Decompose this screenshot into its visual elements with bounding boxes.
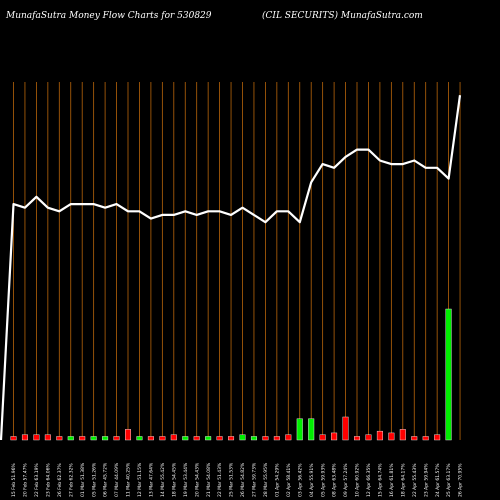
outflow-bar xyxy=(273,436,280,441)
outflow-bar xyxy=(21,434,28,441)
x-tick-label: 22 Feb 63.19% xyxy=(34,463,40,497)
outflow-bar xyxy=(193,436,200,441)
x-tick-label: 24 Apr 61.57% xyxy=(435,463,441,497)
x-tick-label: 05 Apr 59.93% xyxy=(320,463,326,497)
inflow-bar xyxy=(296,418,303,441)
x-tick-label: 23 Apr 59.94% xyxy=(423,463,429,497)
inflow-bar xyxy=(67,436,74,441)
outflow-bar xyxy=(388,432,395,441)
x-tick-label: 26 Mar 54.82% xyxy=(240,462,246,497)
price-line xyxy=(0,95,462,441)
x-tick-label: 20 Mar 54.43% xyxy=(194,462,200,497)
x-tick-label: 13 Mar 47.64% xyxy=(149,462,155,497)
outflow-bar xyxy=(79,436,86,441)
x-tick-label: 12 Mar 51.15% xyxy=(137,462,143,497)
inflow-bar xyxy=(102,436,109,441)
x-tick-label: 18 Mar 54.45% xyxy=(171,462,177,497)
x-tick-label: 21 Mar 54.08% xyxy=(206,462,212,497)
outflow-bar xyxy=(376,430,383,441)
inflow-bar xyxy=(182,436,189,441)
outflow-bar xyxy=(411,436,418,441)
inflow-bar xyxy=(445,308,452,441)
outflow-bar xyxy=(159,436,166,441)
outflow-bar xyxy=(124,429,131,441)
x-tick-label: 22 Apr 55.43% xyxy=(412,463,418,497)
outflow-bar xyxy=(399,429,406,441)
outflow-bar xyxy=(170,434,177,441)
inflow-bar xyxy=(308,418,315,441)
x-tick-label: 22 Mar 51.43% xyxy=(217,462,223,497)
outflow-bar xyxy=(365,434,372,441)
x-tick-label: 12 Apr 66.35% xyxy=(366,463,372,497)
outflow-bar xyxy=(56,436,63,441)
inflow-bar xyxy=(239,434,246,441)
outflow-bar xyxy=(354,436,361,441)
outflow-bar xyxy=(33,434,40,441)
outflow-bar xyxy=(216,436,223,441)
chart-title: MunafaSutra Money Flow Charts for 530829 xyxy=(6,11,212,21)
outflow-bar xyxy=(10,436,17,441)
grid-lines xyxy=(13,82,461,440)
x-tick-label: 26 Apr 70.95% xyxy=(458,463,464,497)
flow-bars xyxy=(10,308,452,441)
x-tick-label: 20 Feb 57.47% xyxy=(23,463,29,497)
x-tick-label: 02 Apr 58.41% xyxy=(286,463,292,497)
x-tick-label: 09 Apr 57.24% xyxy=(343,463,349,497)
outflow-bar xyxy=(228,436,235,441)
x-tick-label: 04 Apr 55.91% xyxy=(309,463,315,497)
inflow-bar xyxy=(90,436,97,441)
x-tick-label: 05 Mar 51.26% xyxy=(91,462,97,497)
x-tick-label: 26 Feb 62.37% xyxy=(57,463,63,497)
x-tick-label: 27 Feb 62.32% xyxy=(68,463,74,497)
outflow-bar xyxy=(331,432,338,441)
x-tick-label: 25 Mar 51.53% xyxy=(229,462,235,497)
outflow-bar xyxy=(113,436,120,441)
outflow-bar xyxy=(285,434,292,441)
x-tick-label: 08 Apr 63.48% xyxy=(332,463,338,497)
inflow-bar xyxy=(205,436,212,441)
x-tick-label: 23 Feb 64.06% xyxy=(45,463,51,497)
outflow-bar xyxy=(147,436,154,441)
x-tick-label: 19 Mar 53.44% xyxy=(183,462,189,497)
inflow-bar xyxy=(250,436,257,441)
x-tick-label: 03 Apr 56.42% xyxy=(297,463,303,497)
site-name: (CIL SECURITS) MunafaSutra.com xyxy=(262,11,423,21)
inflow-bar xyxy=(136,436,143,441)
outflow-bar xyxy=(422,436,429,441)
x-tick-label: 06 Mar 45.72% xyxy=(103,462,109,497)
x-axis-labels: 15 Feb 51.96% 20 Feb 57.47% 22 Feb 63.19% 2… xyxy=(11,462,464,497)
x-tick-label: 18 Apr 64.17% xyxy=(400,463,406,497)
outflow-bar xyxy=(44,434,51,441)
x-tick-label: 14 Mar 55.42% xyxy=(160,462,166,497)
x-tick-label: 10 Apr 60.92% xyxy=(355,463,361,497)
outflow-bar xyxy=(319,434,326,441)
outflow-bar xyxy=(434,434,441,441)
x-tick-label: 07 Mar 44.09% xyxy=(114,462,120,497)
x-tick-label: 27 Mar 59.73% xyxy=(252,462,258,497)
x-tick-label: 01 Apr 54.29% xyxy=(274,463,280,497)
x-tick-label: 15 Apr 64.74% xyxy=(378,463,384,497)
x-tick-label: 15 Feb 51.96% xyxy=(11,463,17,497)
x-tick-label: 01 Mar 51.38% xyxy=(80,462,86,497)
x-tick-label: 16 Apr 61.81% xyxy=(389,463,395,497)
outflow-bar xyxy=(342,416,349,441)
x-tick-label: 25 Apr 63.17% xyxy=(446,463,452,497)
x-tick-label: 11 Mar 40.25% xyxy=(126,462,132,497)
outflow-bar xyxy=(262,436,269,441)
x-tick-label: 28 Mar 55.95% xyxy=(263,462,269,497)
